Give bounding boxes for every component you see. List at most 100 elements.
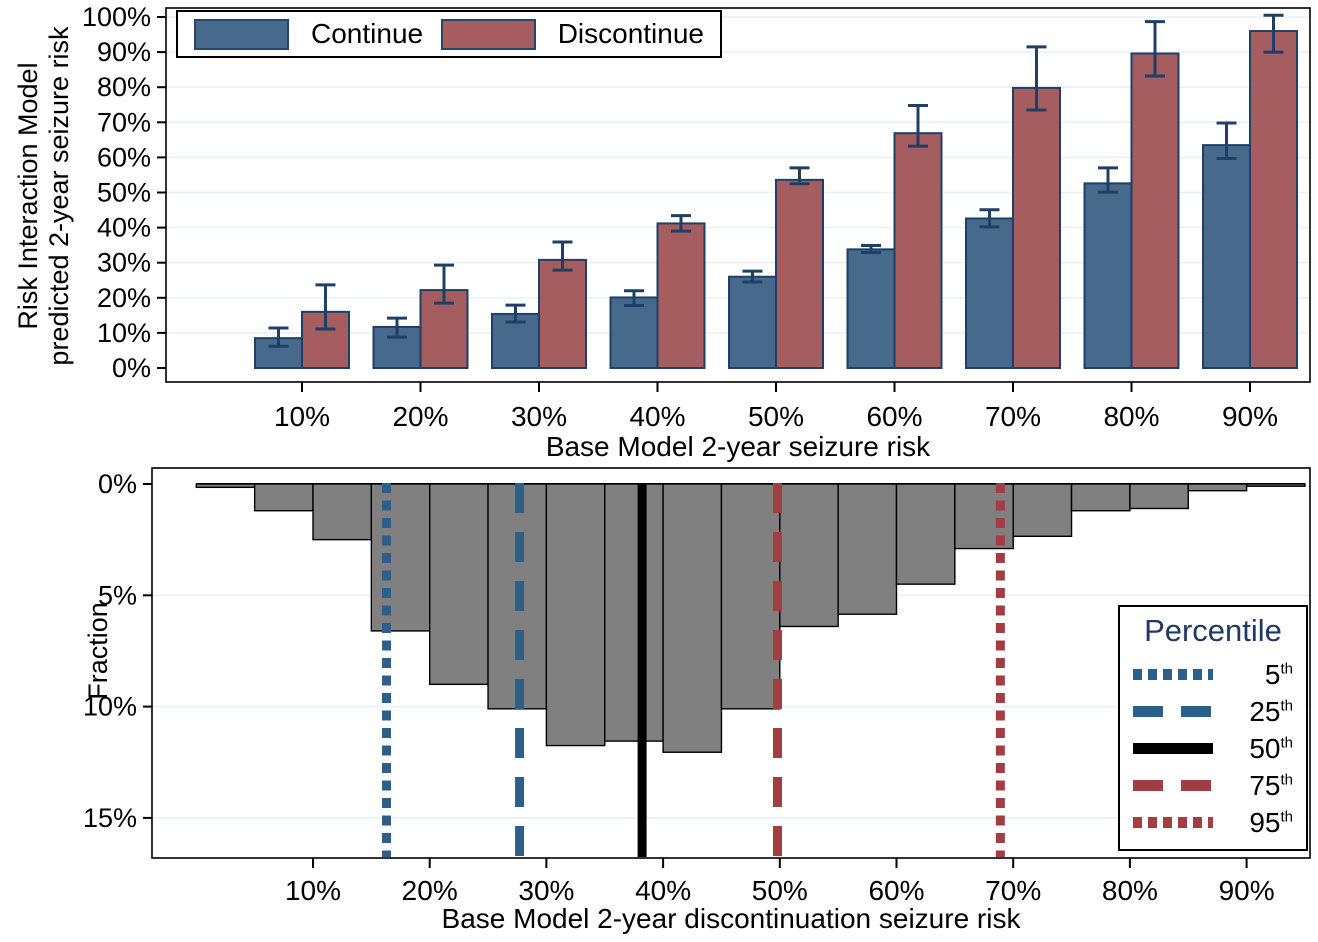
bottom-panel-border <box>151 467 1311 859</box>
discontinue-bar <box>893 132 943 369</box>
top-y-tick-label: 50% <box>97 178 151 208</box>
top-x-axis-label: Base Model 2-year seizure risk <box>545 431 931 462</box>
histogram-bar <box>429 483 489 686</box>
series-legend: Continue Discontinue <box>176 10 722 58</box>
bottom-x-tick-label: 10% <box>285 875 341 906</box>
bottom-x-axis-label: Base Model 2-year discontinuation seizur… <box>441 903 1021 934</box>
histogram-bar <box>545 483 606 747</box>
percentile-75th-line-sample <box>1133 780 1213 791</box>
histogram-bar <box>779 483 839 628</box>
bottom-y-tick-label: 5% <box>98 580 137 610</box>
percentile-legend-title: Percentile <box>1144 613 1282 648</box>
legend-label-discontinue: Discontinue <box>557 18 704 49</box>
discontinue-bar <box>656 222 706 369</box>
discontinue-bar <box>1249 30 1298 369</box>
bottom-y-axis-label: Fraction <box>83 602 113 700</box>
top-y-tick-label: 80% <box>97 72 151 102</box>
histogram-bar <box>1129 483 1189 510</box>
continue-bar <box>728 275 777 369</box>
discontinue-bar <box>1130 52 1180 370</box>
percentile-75th-sup: th <box>1280 771 1293 789</box>
histogram-bar <box>1245 483 1306 487</box>
continue-swatch <box>194 18 289 50</box>
percentile-entry-25th: 25th <box>1133 693 1293 730</box>
percentile-50th-line-sample <box>1133 743 1213 754</box>
top-y-tick-label: 20% <box>97 283 151 313</box>
bottom-x-tick-label: 50% <box>752 875 808 906</box>
discontinue-bar <box>1012 86 1061 369</box>
bottom-y-tick-label: 15% <box>83 803 137 833</box>
percentile-95th-sup: th <box>1280 808 1293 826</box>
bottom-x-tick-label: 60% <box>868 875 924 906</box>
top-y-tick-label: 0% <box>112 353 151 383</box>
percentile-legend: Percentile 5th 25th 50th 75th 95th <box>1118 605 1308 851</box>
histogram-bar <box>837 483 898 615</box>
percentile-95th-line-sample <box>1133 817 1213 828</box>
percentile-5th-sup: th <box>1280 660 1293 678</box>
continue-bar <box>965 217 1014 369</box>
top-panel-border <box>165 7 1311 383</box>
percentile-25th-line-sample <box>1133 706 1213 717</box>
histogram-bar <box>662 483 723 753</box>
continue-bar <box>1083 182 1133 369</box>
percentile-5th-line-sample <box>1133 669 1213 680</box>
histogram-bar <box>195 483 256 489</box>
bottom-x-tick-label: 90% <box>1219 875 1275 906</box>
histogram-bar <box>604 483 664 742</box>
histogram-bar <box>1187 483 1248 492</box>
percentile-5th-label: 5 <box>1264 658 1281 690</box>
bottom-x-tick-label: 20% <box>402 875 458 906</box>
top-x-tick-label: 90% <box>1222 401 1278 432</box>
histogram-bar <box>1070 483 1131 512</box>
discontinue-swatch <box>440 18 536 50</box>
percentile-entry-50th: 50th <box>1133 730 1293 767</box>
bottom-x-tick-label: 40% <box>635 875 691 906</box>
top-x-tick-label: 50% <box>748 401 804 432</box>
percentile-25th-label: 25 <box>1249 695 1281 727</box>
top-x-tick-label: 30% <box>511 401 567 432</box>
percentile-entry-5th: 5th <box>1133 656 1293 693</box>
top-x-tick-label: 60% <box>866 401 922 432</box>
legend-label-continue: Continue <box>311 18 424 49</box>
top-y-tick-label: 100% <box>82 2 151 32</box>
histogram-bar <box>720 483 781 710</box>
top-y-tick-label: 90% <box>97 37 151 67</box>
discontinue-bar <box>775 178 824 369</box>
top-y-tick-label: 60% <box>97 142 151 172</box>
top-x-tick-label: 40% <box>629 401 685 432</box>
percentile-entry-75th: 75th <box>1133 767 1293 804</box>
histogram-bar <box>1012 483 1073 538</box>
histogram-bar <box>370 483 431 632</box>
top-y-tick-label: 10% <box>97 318 151 348</box>
top-x-tick-label: 80% <box>1103 401 1159 432</box>
histogram-bar <box>253 483 314 512</box>
bottom-x-tick-label: 70% <box>985 875 1041 906</box>
percentile-entry-95th: 95th <box>1133 804 1293 841</box>
top-y-tick-label: 70% <box>97 107 151 137</box>
top-y-tick-label: 30% <box>97 248 151 278</box>
percentile-95th-label: 95 <box>1249 806 1281 838</box>
continue-bar <box>609 296 659 370</box>
continue-bar <box>846 248 896 369</box>
percentile-25th-sup: th <box>1280 697 1293 715</box>
percentile-75th-label: 75 <box>1249 769 1281 801</box>
percentile-50th-sup: th <box>1280 734 1293 752</box>
top-y-tick-label: 40% <box>97 213 151 243</box>
top-x-tick-label: 70% <box>985 401 1041 432</box>
histogram-bar <box>312 483 373 541</box>
discontinue-bar <box>538 258 587 369</box>
bottom-x-tick-label: 80% <box>1102 875 1158 906</box>
bottom-y-tick-label: 10% <box>83 692 137 722</box>
bottom-x-tick-label: 30% <box>518 875 574 906</box>
top-x-tick-label: 10% <box>274 401 330 432</box>
percentile-50th-label: 50 <box>1249 732 1281 764</box>
top-y-axis-label: Risk Interaction Model predicted 2-year … <box>13 0 77 406</box>
top-y-axis-label-line2: predicted 2-year seizure risk <box>44 26 75 366</box>
histogram-bar <box>895 483 956 585</box>
legend-entry-continue: Continue <box>194 18 423 50</box>
top-x-tick-label: 20% <box>392 401 448 432</box>
legend-entry-discontinue: Discontinue <box>440 18 704 50</box>
bottom-y-tick-label: 0% <box>98 469 137 499</box>
